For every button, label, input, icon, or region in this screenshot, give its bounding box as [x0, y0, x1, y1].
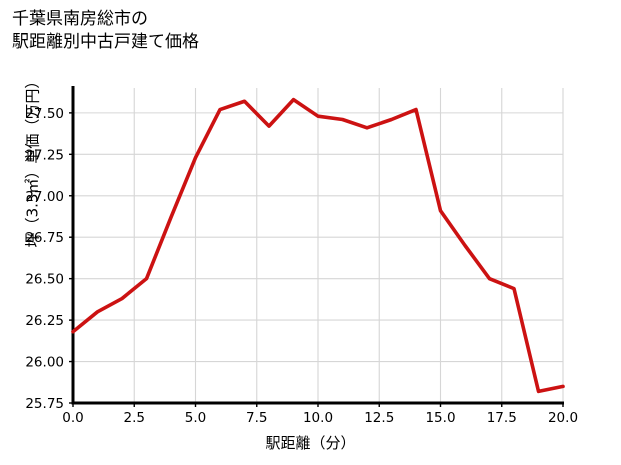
chart-title-line-2: 駅距離別中古戸建て価格 — [12, 31, 199, 52]
x-tick-label: 17.5 — [487, 410, 517, 426]
chart-title-line-1: 千葉県南房総市の — [12, 9, 148, 29]
x-tick-label: 0.0 — [62, 410, 83, 426]
x-axis-label: 駅距離（分） — [265, 434, 356, 452]
x-tick-labels-group: 0.0 2.5 5.0 7.5 10.0 12.5 15.0 17.5 20.0 — [62, 410, 578, 426]
x-tick-label: 2.5 — [124, 410, 145, 426]
y-tick-label: 26.00 — [25, 355, 64, 371]
chart-title: 千葉県南房総市の 駅距離別中古戸建て価格 — [12, 8, 199, 54]
y-tick-label: 27.25 — [25, 147, 64, 163]
x-tick-label: 15.0 — [425, 410, 455, 426]
y-tick-label: 25.75 — [25, 396, 64, 412]
data-series-line — [71, 97, 565, 394]
y-tick-label: 26.50 — [25, 272, 64, 288]
y-tick-label: 27.50 — [25, 106, 64, 122]
y-axis-label: 坪（3.3㎡）単価（万円） — [23, 73, 42, 248]
gridlines-group — [72, 88, 564, 404]
x-tick-label: 5.0 — [185, 410, 206, 426]
x-tick-label: 20.0 — [548, 410, 578, 426]
y-tick-label: 26.25 — [25, 313, 64, 329]
x-tick-label: 12.5 — [364, 410, 394, 426]
x-tick-label: 10.0 — [303, 410, 333, 426]
y-tick-label: 26.75 — [25, 230, 64, 246]
y-tick-labels-group: 25.75 26.00 26.25 26.50 26.75 27.00 27.25 27.50 — [25, 106, 64, 412]
tick-marks-group — [69, 112, 564, 407]
x-tick-label: 7.5 — [246, 410, 267, 426]
y-tick-label: 27.00 — [25, 189, 64, 205]
